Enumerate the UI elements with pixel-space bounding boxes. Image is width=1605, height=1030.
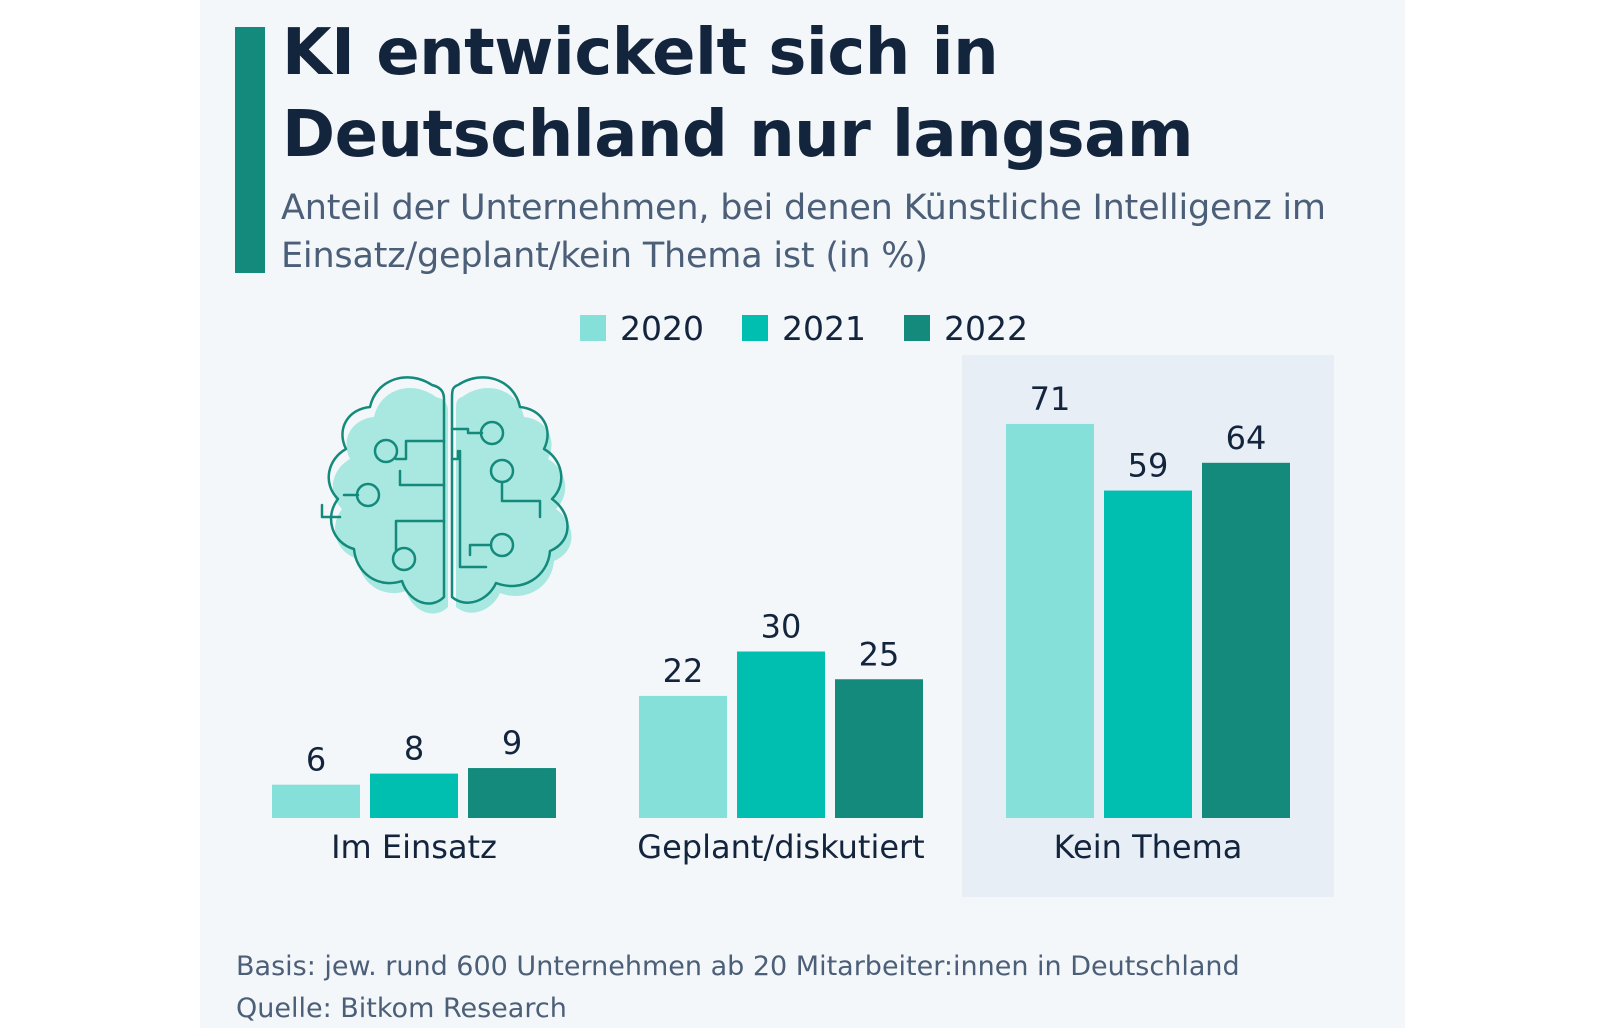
legend-item-2021: 2021 — [741, 308, 866, 348]
data-label-2022-1: 25 — [859, 635, 900, 673]
legend: 2020 2021 2022 — [580, 306, 1066, 350]
legend-label-2022: 2022 — [943, 308, 1028, 348]
brain-circuit-icon — [320, 376, 572, 614]
data-label-2022-0: 9 — [502, 724, 522, 762]
bar-2020-1 — [639, 695, 727, 818]
bar-2020-2 — [1006, 423, 1094, 818]
data-label-2021-1: 30 — [761, 608, 802, 646]
category-label-2: Kein Thema — [1054, 828, 1243, 866]
footer-basis: Basis: jew. rund 600 Unternehmen ab 20 M… — [236, 951, 1240, 982]
category-label-1: Geplant/diskutiert — [637, 828, 924, 866]
legend-swatch-2021 — [741, 315, 768, 341]
bar-2022-0 — [468, 768, 556, 818]
legend-label-2020: 2020 — [620, 308, 704, 348]
data-label-2020-2: 71 — [1030, 380, 1071, 418]
footer-source: Quelle: Bitkom Research — [236, 993, 567, 1024]
data-label-2021-2: 59 — [1128, 447, 1169, 485]
data-label-2020-0: 6 — [306, 741, 326, 779]
bar-2021-1 — [737, 651, 825, 818]
legend-swatch-2020 — [580, 315, 606, 341]
bar-2020-0 — [272, 784, 360, 818]
footer: Basis: jew. rund 600 Unternehmen ab 20 M… — [236, 946, 1240, 1030]
data-label-2022-2: 64 — [1226, 419, 1267, 457]
chart-subtitle: Anteil der Unternehmen, bei denen Künstl… — [281, 188, 1326, 276]
category-label-0: Im Einsatz — [331, 828, 497, 866]
bar-chart: 6 8 9 Im Einsatz 22 30 25 Geplant/diskutiert 71 5… — [272, 355, 1334, 897]
legend-item-2022: 2022 — [903, 308, 1028, 348]
bar-2021-2 — [1104, 490, 1192, 818]
legend-swatch-2022 — [903, 315, 930, 341]
legend-label-2021: 2021 — [781, 308, 866, 348]
accent-bar — [235, 27, 265, 273]
bar-2021-0 — [370, 773, 458, 818]
legend-item-2020: 2020 — [580, 309, 704, 348]
data-label-2021-0: 8 — [404, 730, 424, 768]
bar-2022-1 — [835, 679, 923, 818]
data-label-2020-1: 22 — [663, 652, 704, 690]
chart-title: KI entwickelt sich in Deutschland nur la… — [282, 16, 1194, 172]
bar-2022-2 — [1202, 462, 1290, 818]
